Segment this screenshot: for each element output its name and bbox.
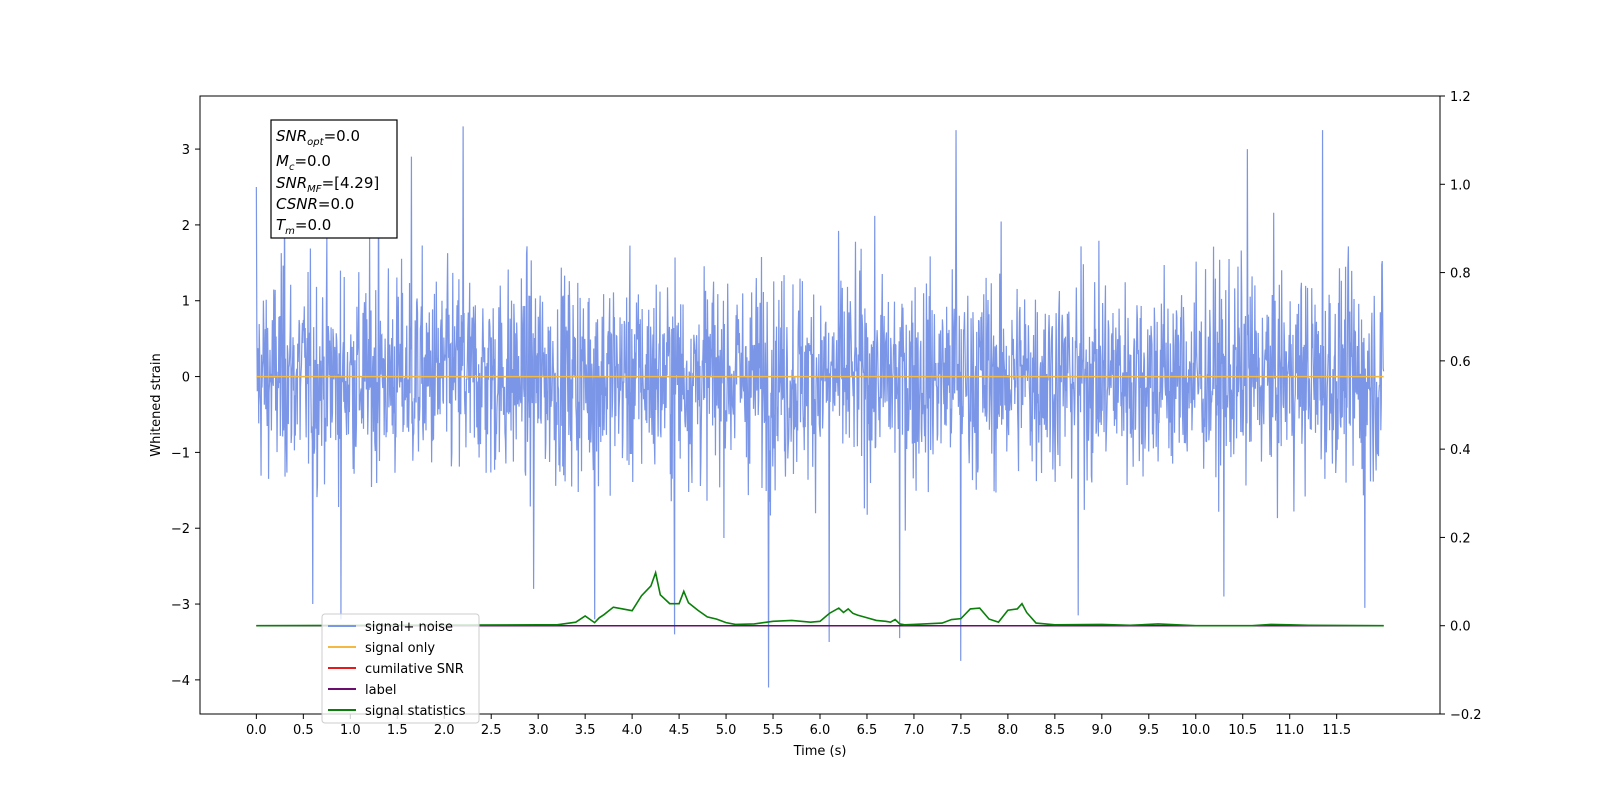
x-tick-label: 5.5	[763, 723, 784, 738]
annotation-tm: Tm=0.0	[276, 216, 331, 237]
y-tick-label: 1	[182, 295, 190, 310]
signal-statistics-series	[256, 569, 1384, 627]
y-tick-label: 3	[182, 143, 190, 158]
x-tick-label: 11.0	[1275, 723, 1304, 738]
x-tick-label: 5.0	[716, 723, 737, 738]
y-tick-label: −4	[171, 674, 190, 689]
y-axis-ticks: 3 2 1 0 −1 −2 −3 −4	[171, 143, 200, 689]
legend-label: signal statistics	[365, 704, 466, 719]
x-tick-label: 10.0	[1181, 723, 1210, 738]
annotation-snr-opt: SNRopt=0.0	[276, 127, 360, 148]
x-tick-label: 6.0	[810, 723, 831, 738]
y-tick-label: −1	[171, 446, 190, 461]
x-tick-label: 4.0	[622, 723, 643, 738]
x-tick-label: 8.5	[1045, 723, 1066, 738]
signal-plus-noise-line	[255, 126, 1385, 688]
y-tick-label: −3	[171, 598, 190, 613]
x-axis-label: Time (s)	[793, 744, 847, 759]
x-tick-label: 9.5	[1138, 723, 1159, 738]
metrics-annotation-box: SNRopt=0.0 Mc=0.0 SNRMF=[4.29] CSNR=0.0 …	[270, 119, 398, 239]
x-tick-label: 1.0	[340, 723, 361, 738]
x-tick-label: 7.5	[951, 723, 972, 738]
y-axis-label: Whitened strain	[149, 353, 164, 456]
annotation-frame	[270, 119, 398, 239]
y-tick-label: 2	[182, 219, 190, 234]
signal-plus-noise-series	[255, 126, 1385, 688]
signal-statistics-line	[256, 569, 1384, 627]
y2-tick-label: 0.4	[1450, 443, 1471, 458]
x-tick-label: 0.5	[293, 723, 314, 738]
y2-tick-label: 1.0	[1450, 178, 1471, 193]
x-tick-label: 8.0	[998, 723, 1019, 738]
legend-label: label	[365, 683, 396, 698]
legend-label: cumilative SNR	[365, 662, 464, 677]
x-tick-label: 3.0	[528, 723, 549, 738]
x-tick-label: 11.5	[1322, 723, 1351, 738]
annotation-snr-mf: SNRMF=[4.29]	[276, 174, 379, 195]
x-tick-label: 4.5	[669, 723, 690, 738]
x-axis-ticks: 0.0 0.5 1.0 1.5 2.0 2.5 3.0 3.5 4.0 4.5 5.0 5.5 6.0 6…	[246, 714, 1351, 738]
x-tick-label: 2.0	[434, 723, 455, 738]
y2-axis-ticks: 1.2 1.0 0.8 0.6 0.4 0.2 0.0 −0.2	[1440, 90, 1482, 723]
x-tick-label: 7.0	[904, 723, 925, 738]
x-tick-label: 0.0	[246, 723, 267, 738]
legend: signal+ noise signal only cumilative SNR la…	[321, 613, 480, 724]
annotation-mc: Mc=0.0	[276, 152, 331, 173]
y-tick-label: 0	[182, 371, 190, 386]
x-tick-label: 6.5	[857, 723, 878, 738]
y2-tick-label: 1.2	[1450, 90, 1471, 105]
x-tick-label: 9.0	[1091, 723, 1112, 738]
y2-tick-label: 0.6	[1450, 355, 1471, 370]
y2-tick-label: −0.2	[1450, 708, 1482, 723]
y2-tick-label: 0.2	[1450, 531, 1471, 546]
legend-label: signal only	[365, 641, 435, 656]
legend-label: signal+ noise	[365, 620, 453, 635]
x-tick-label: 3.5	[575, 723, 596, 738]
y2-tick-label: 0.0	[1450, 620, 1471, 635]
x-tick-label: 10.5	[1228, 723, 1257, 738]
y-tick-label: −2	[171, 522, 190, 537]
y2-tick-label: 0.8	[1450, 267, 1471, 282]
x-tick-label: 2.5	[481, 723, 502, 738]
x-tick-label: 1.5	[387, 723, 408, 738]
legend-frame	[321, 613, 480, 724]
annotation-csnr: CSNR=0.0	[276, 195, 354, 213]
